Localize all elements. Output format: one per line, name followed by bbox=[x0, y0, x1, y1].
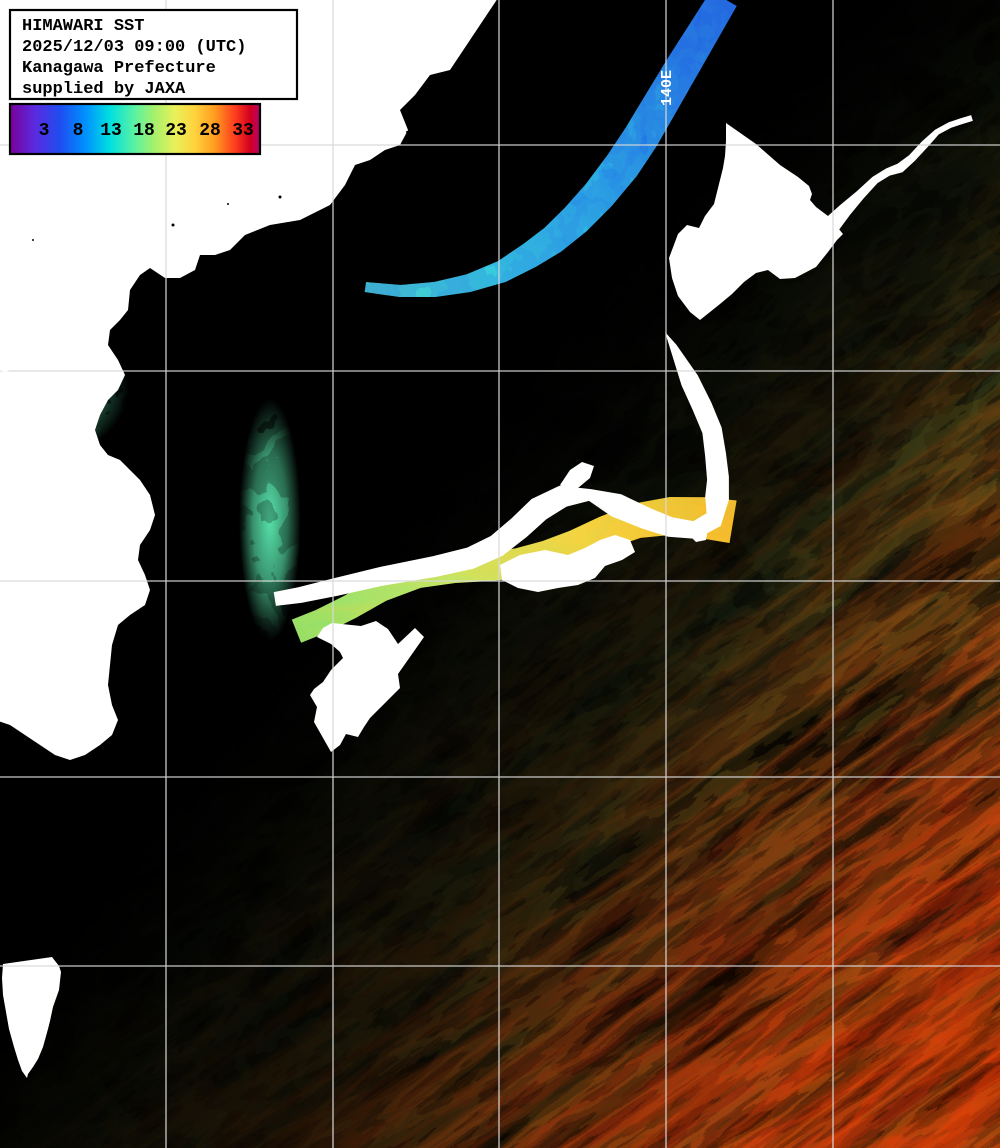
svg-text:18: 18 bbox=[133, 121, 155, 141]
svg-text:3: 3 bbox=[39, 121, 50, 141]
svg-text:8: 8 bbox=[73, 121, 84, 141]
svg-text:supplied by JAXA: supplied by JAXA bbox=[22, 80, 186, 99]
svg-text:Kanagawa Prefecture: Kanagawa Prefecture bbox=[22, 59, 216, 78]
svg-text:40N: 40N bbox=[0, 354, 15, 381]
svg-text:23: 23 bbox=[165, 121, 187, 141]
svg-text:28: 28 bbox=[199, 121, 221, 141]
svg-text:140E: 140E bbox=[659, 70, 676, 106]
svg-text:33: 33 bbox=[232, 121, 254, 141]
svg-text:2025/12/03 09:00 (UTC): 2025/12/03 09:00 (UTC) bbox=[22, 38, 246, 57]
svg-text:HIMAWARI SST: HIMAWARI SST bbox=[22, 17, 144, 36]
svg-text:13: 13 bbox=[100, 121, 122, 141]
